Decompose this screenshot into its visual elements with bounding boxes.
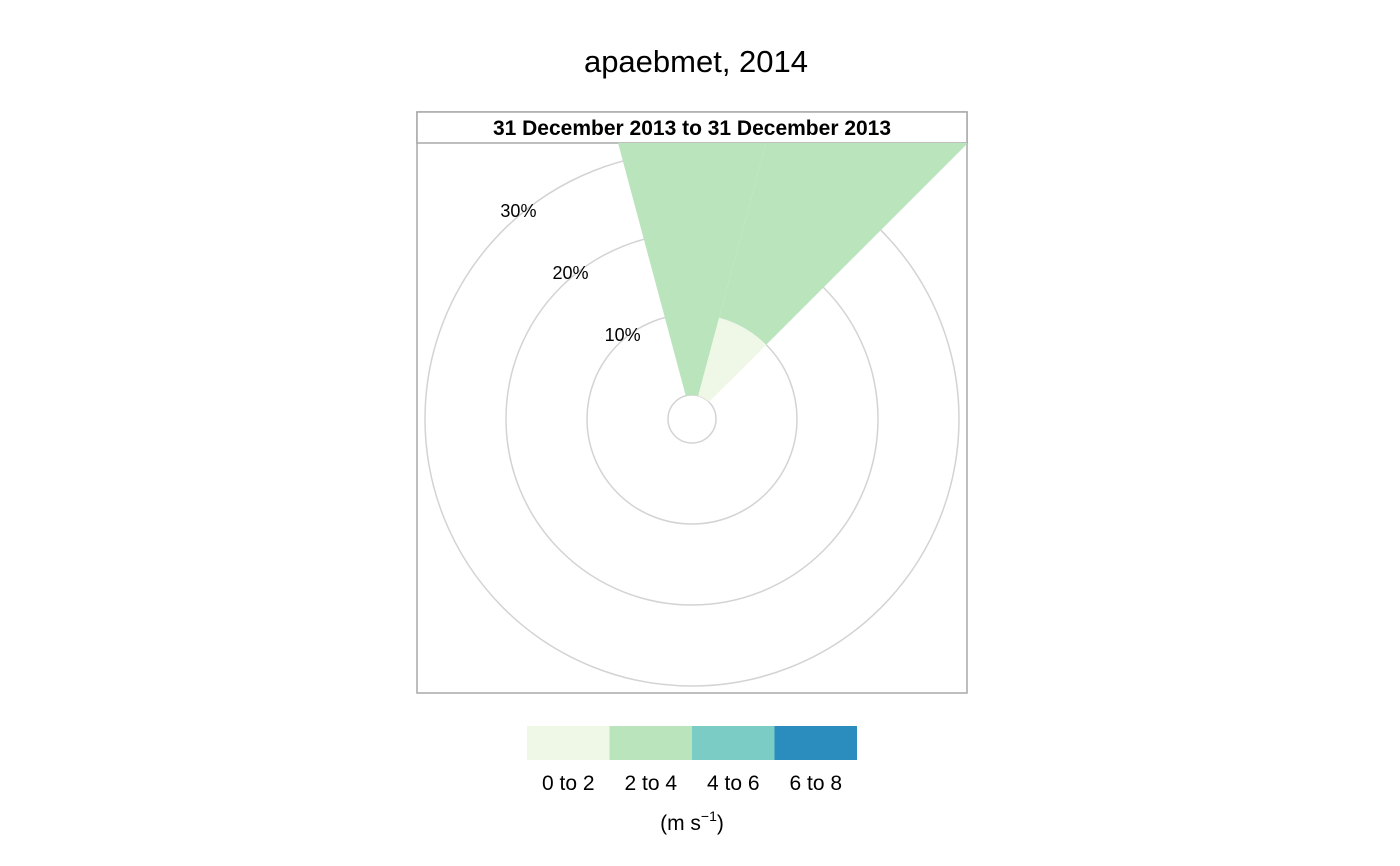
legend: 0 to 2 2 to 4 4 to 6 6 to 8 (m s−1)	[527, 726, 857, 835]
legend-swatch-2	[692, 726, 775, 760]
ring-label-20: 20%	[552, 263, 588, 283]
legend-swatch-1	[610, 726, 693, 760]
legend-label-2: 4 to 6	[707, 772, 760, 795]
legend-label-0: 0 to 2	[542, 772, 595, 795]
ring-label-30: 30%	[500, 201, 536, 221]
panel-strip-label: 31 December 2013 to 31 December 2013	[493, 117, 891, 140]
legend-units: (m s−1)	[660, 808, 724, 835]
legend-swatch-3	[775, 726, 858, 760]
chart-title: apaebmet, 2014	[584, 44, 808, 79]
legend-label-1: 2 to 4	[624, 772, 677, 795]
legend-swatch-0	[527, 726, 610, 760]
ring-label-10: 10%	[605, 325, 641, 345]
legend-label-3: 6 to 8	[789, 772, 842, 795]
